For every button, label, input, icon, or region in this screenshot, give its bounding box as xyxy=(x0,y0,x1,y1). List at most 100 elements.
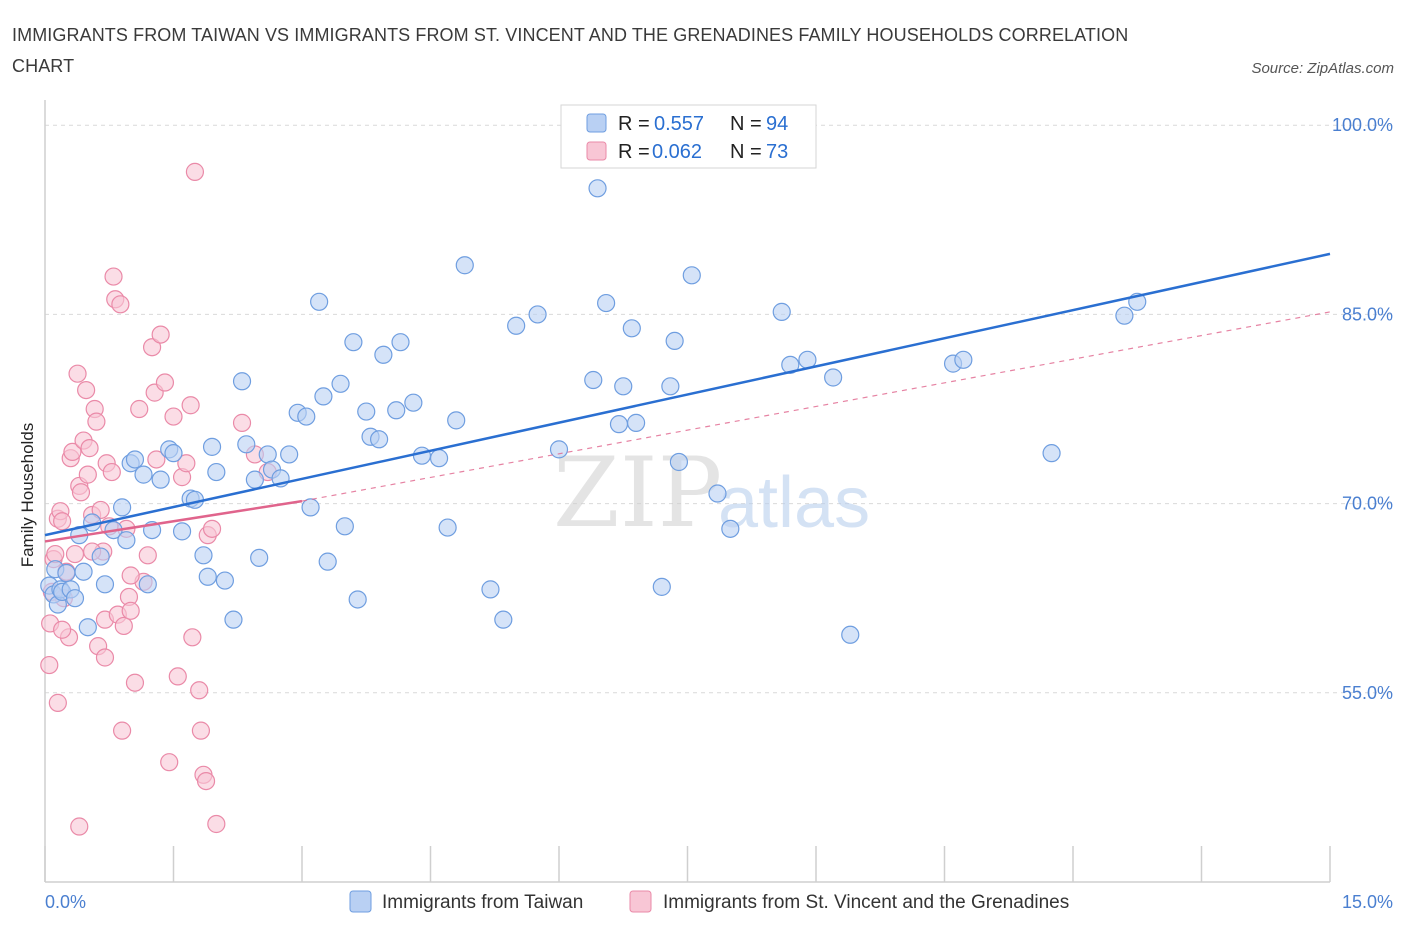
scatter-point xyxy=(65,544,85,564)
scatter-point xyxy=(177,454,196,473)
scatter-point xyxy=(661,377,680,396)
scatter-point xyxy=(824,368,843,387)
scatter-point xyxy=(196,771,216,791)
scatter-point xyxy=(455,256,474,275)
scatter-point xyxy=(665,331,684,351)
scatter-point xyxy=(147,450,166,469)
scatter-point xyxy=(250,548,269,567)
scatter-point xyxy=(191,721,211,740)
scatter-point xyxy=(588,179,607,198)
scatter-point xyxy=(507,316,526,335)
scatter-point xyxy=(48,693,67,712)
scatter-point xyxy=(224,610,243,629)
scatter-point xyxy=(202,437,222,456)
scatter-point xyxy=(280,445,299,464)
scatter-point xyxy=(125,673,145,692)
scatter-point xyxy=(331,374,350,393)
scatter-point xyxy=(438,518,457,537)
y-tick-label: 85.0% xyxy=(1342,304,1393,324)
scatter-point xyxy=(63,442,82,461)
scatter-point xyxy=(142,338,162,357)
scatter-point xyxy=(344,333,363,352)
scatter-point xyxy=(57,563,76,583)
x-tick-max: 15.0% xyxy=(1342,892,1393,912)
scatter-point xyxy=(357,402,376,421)
scatter-point xyxy=(104,267,123,286)
scatter-point xyxy=(297,407,316,426)
y-tick-label: 70.0% xyxy=(1342,494,1393,514)
scatter-point xyxy=(172,522,192,541)
scatter-point xyxy=(65,589,85,608)
scatter-point xyxy=(310,292,329,311)
scatter-point xyxy=(160,753,179,772)
scatter-point xyxy=(68,364,87,383)
y-tick-labels: 55.0% 70.0% 85.0% 100.0% xyxy=(1332,115,1393,703)
scatter-point xyxy=(138,575,157,594)
scatter-point xyxy=(494,610,513,629)
scatter-point xyxy=(130,399,149,419)
scatter-point xyxy=(151,470,170,489)
watermark-atlas: atlas xyxy=(718,463,870,543)
legend-n-value-blue: 94 xyxy=(766,113,788,135)
scatter-point xyxy=(190,681,209,700)
scatter-point xyxy=(155,373,175,392)
bottom-legend-label-blue: Immigrants from Taiwan xyxy=(382,892,583,913)
scatter-point xyxy=(954,350,973,369)
scatter-point xyxy=(708,484,727,503)
scatter-point xyxy=(348,590,367,609)
correlation-legend: R = 0.557 N = 94 R = 0.062 N = 73 xyxy=(560,104,817,169)
y-tick-label: 55.0% xyxy=(1342,683,1393,703)
scatter-point xyxy=(198,567,217,586)
scatter-point xyxy=(183,628,202,647)
scatter-point xyxy=(549,440,569,459)
legend-swatch-blue xyxy=(586,113,607,133)
source-label: Source: ZipAtlas.com xyxy=(1251,60,1394,77)
scatter-point xyxy=(207,814,226,834)
scatter-point xyxy=(412,446,432,465)
x-tick-min: 0.0% xyxy=(45,892,86,912)
scatter-point xyxy=(301,498,320,517)
scatter-point xyxy=(237,435,256,454)
scatter-point xyxy=(447,411,466,430)
scatter-point xyxy=(125,450,145,469)
scatter-point xyxy=(74,562,93,581)
series-legend: Immigrants from Taiwan Immigrants from S… xyxy=(349,890,1069,913)
scatter-point xyxy=(71,483,91,502)
axes xyxy=(44,100,1331,883)
scatter-point xyxy=(391,333,410,352)
bottom-legend-swatch-blue xyxy=(349,890,372,913)
scatter-point xyxy=(258,445,277,464)
scatter-point xyxy=(91,500,110,520)
scatter-point xyxy=(70,817,89,836)
scatter-point xyxy=(138,546,157,565)
scatter-point xyxy=(584,370,603,390)
scatter-point xyxy=(374,345,393,364)
scatter-point xyxy=(46,544,65,564)
bottom-legend-swatch-pink xyxy=(629,890,652,913)
series-blue-points xyxy=(40,179,1147,644)
trend-line-pink xyxy=(44,499,303,543)
legend-n-label-pink: N = xyxy=(730,141,762,163)
scatter-point xyxy=(77,380,96,400)
scatter-point xyxy=(95,575,115,594)
series-pink-points xyxy=(40,162,277,836)
scatter-point xyxy=(669,452,689,472)
trend-lines xyxy=(44,252,1331,543)
scatter-point xyxy=(117,531,136,550)
scatter-point xyxy=(1115,306,1134,325)
scatter-point xyxy=(78,618,97,637)
scatter-point xyxy=(609,415,629,434)
legend-r-label-pink: R = xyxy=(618,141,650,163)
scatter-point xyxy=(168,667,187,686)
scatter-point xyxy=(232,413,252,432)
scatter-point xyxy=(40,655,59,675)
trend-line-pink-extension xyxy=(301,311,1331,502)
scatter-point xyxy=(80,439,99,458)
scatter-point xyxy=(841,625,860,644)
scatter-point xyxy=(1042,444,1061,463)
scatter-point xyxy=(111,295,130,314)
legend-r-value-blue: 0.557 xyxy=(654,113,704,135)
scatter-point xyxy=(134,465,153,484)
scatter-point xyxy=(335,517,354,536)
scatter-point xyxy=(91,547,110,566)
